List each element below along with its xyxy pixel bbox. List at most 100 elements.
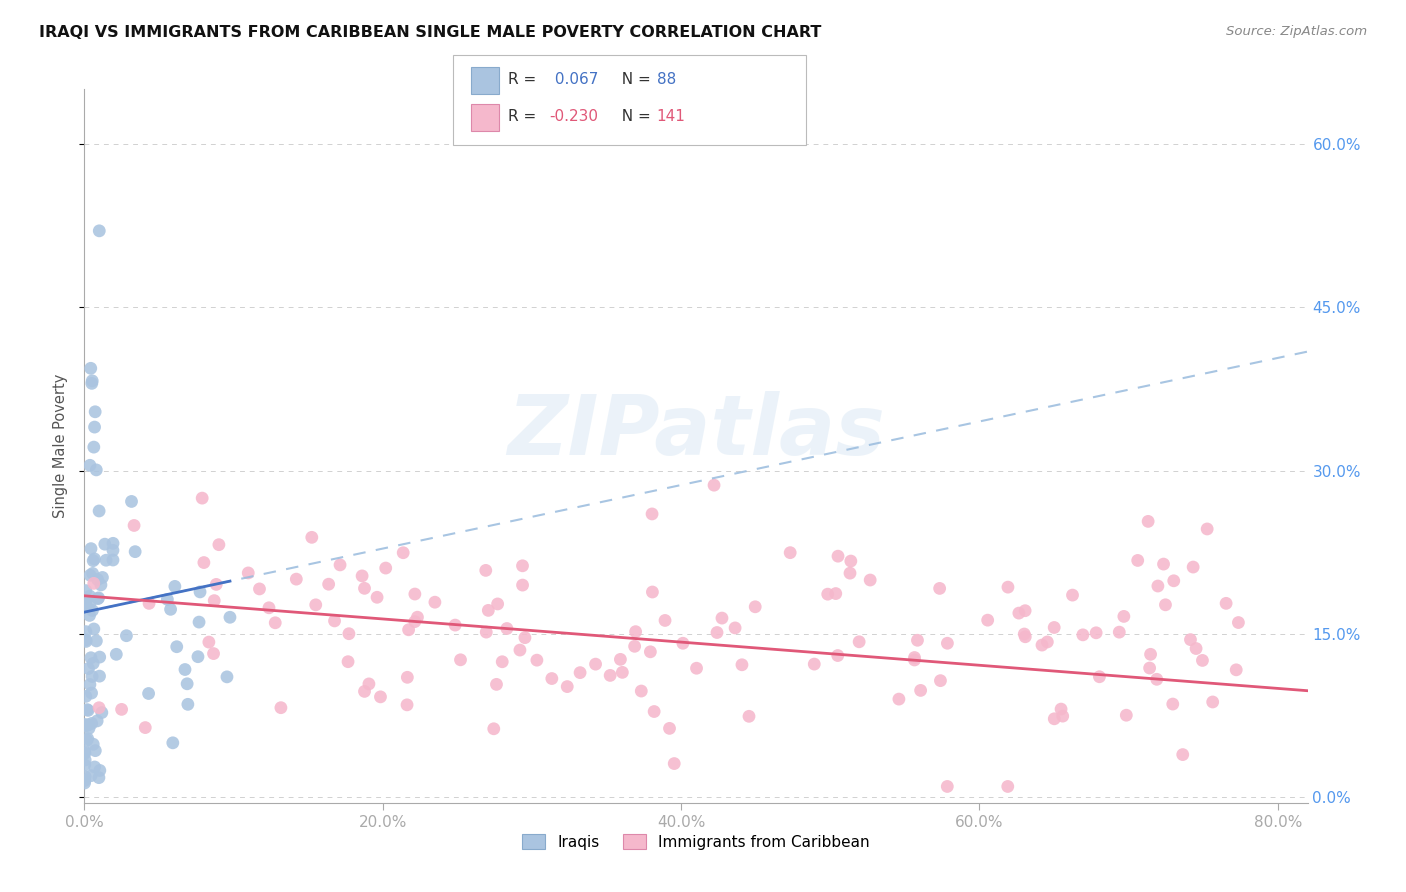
Point — [285, 572, 308, 586]
Point — [929, 673, 952, 688]
Point — [685, 661, 707, 675]
Point — [84, 405, 107, 419]
Point — [84, 463, 107, 477]
Point — [450, 653, 472, 667]
Point — [176, 677, 198, 691]
Point — [82, 657, 104, 671]
Point — [115, 629, 138, 643]
Point — [238, 566, 260, 580]
Point — [1071, 628, 1094, 642]
Point — [1062, 588, 1084, 602]
Point — [75, 753, 97, 767]
Point — [83, 622, 105, 636]
Point — [163, 579, 186, 593]
Point — [91, 570, 114, 584]
Point — [731, 657, 754, 672]
Point — [110, 702, 132, 716]
Point — [482, 722, 505, 736]
Point — [1008, 606, 1031, 620]
Point — [75, 583, 97, 598]
Point — [79, 677, 101, 691]
Point — [89, 764, 111, 778]
Point — [75, 718, 97, 732]
Point — [83, 420, 105, 434]
Point — [138, 596, 160, 610]
Point — [83, 552, 105, 566]
Point — [82, 737, 104, 751]
Point — [641, 585, 664, 599]
Point — [1225, 663, 1247, 677]
Point — [187, 649, 209, 664]
Point — [423, 595, 446, 609]
Point — [90, 578, 112, 592]
Point — [1227, 615, 1250, 630]
Point — [80, 686, 103, 700]
Point — [138, 686, 160, 700]
Point — [76, 733, 98, 747]
Point — [672, 636, 695, 650]
Point — [121, 494, 143, 508]
Point — [75, 598, 97, 612]
Point — [87, 504, 110, 518]
Text: -0.230: -0.230 — [550, 110, 599, 124]
Point — [404, 587, 426, 601]
Text: R =: R = — [508, 72, 541, 87]
Point — [202, 647, 225, 661]
Point — [738, 709, 761, 723]
Point — [1126, 553, 1149, 567]
Point — [73, 745, 96, 759]
Point — [73, 717, 96, 731]
Point — [82, 603, 104, 617]
Point — [87, 771, 110, 785]
Point — [318, 577, 340, 591]
Point — [80, 650, 103, 665]
Point — [569, 665, 592, 680]
Point — [512, 578, 534, 592]
Point — [1161, 697, 1184, 711]
Point — [353, 684, 375, 698]
Point — [512, 558, 534, 573]
Point — [89, 224, 111, 238]
Point — [540, 672, 562, 686]
Point — [101, 543, 124, 558]
Point — [654, 614, 676, 628]
Point — [396, 698, 419, 712]
Point — [353, 582, 375, 596]
Point — [406, 610, 429, 624]
Point — [907, 633, 929, 648]
Point — [73, 776, 96, 790]
Point — [83, 576, 105, 591]
Point — [1043, 712, 1066, 726]
Point — [76, 703, 98, 717]
Point — [257, 600, 280, 615]
Point — [75, 624, 97, 639]
Point — [188, 615, 211, 629]
Point — [264, 615, 287, 630]
Point — [1031, 638, 1053, 652]
Point — [1139, 661, 1161, 675]
Point — [710, 611, 733, 625]
Point — [270, 700, 292, 714]
Point — [215, 670, 238, 684]
Point — [396, 670, 419, 684]
Point — [79, 608, 101, 623]
Point — [77, 662, 100, 676]
Point — [84, 744, 107, 758]
Point — [337, 626, 360, 640]
Point — [75, 632, 97, 647]
Point — [82, 374, 104, 388]
Point — [82, 669, 104, 683]
Point — [188, 585, 211, 599]
Point — [73, 773, 96, 788]
Point — [301, 530, 323, 544]
Point — [1036, 635, 1059, 649]
Legend: Iraqis, Immigrants from Caribbean: Iraqis, Immigrants from Caribbean — [516, 828, 876, 855]
Point — [910, 683, 932, 698]
Text: N =: N = — [612, 110, 655, 124]
Point — [1191, 653, 1213, 667]
Point — [703, 478, 725, 492]
Text: Source: ZipAtlas.com: Source: ZipAtlas.com — [1226, 25, 1367, 38]
Point — [77, 703, 100, 717]
Point — [73, 758, 96, 772]
Point — [585, 657, 607, 672]
